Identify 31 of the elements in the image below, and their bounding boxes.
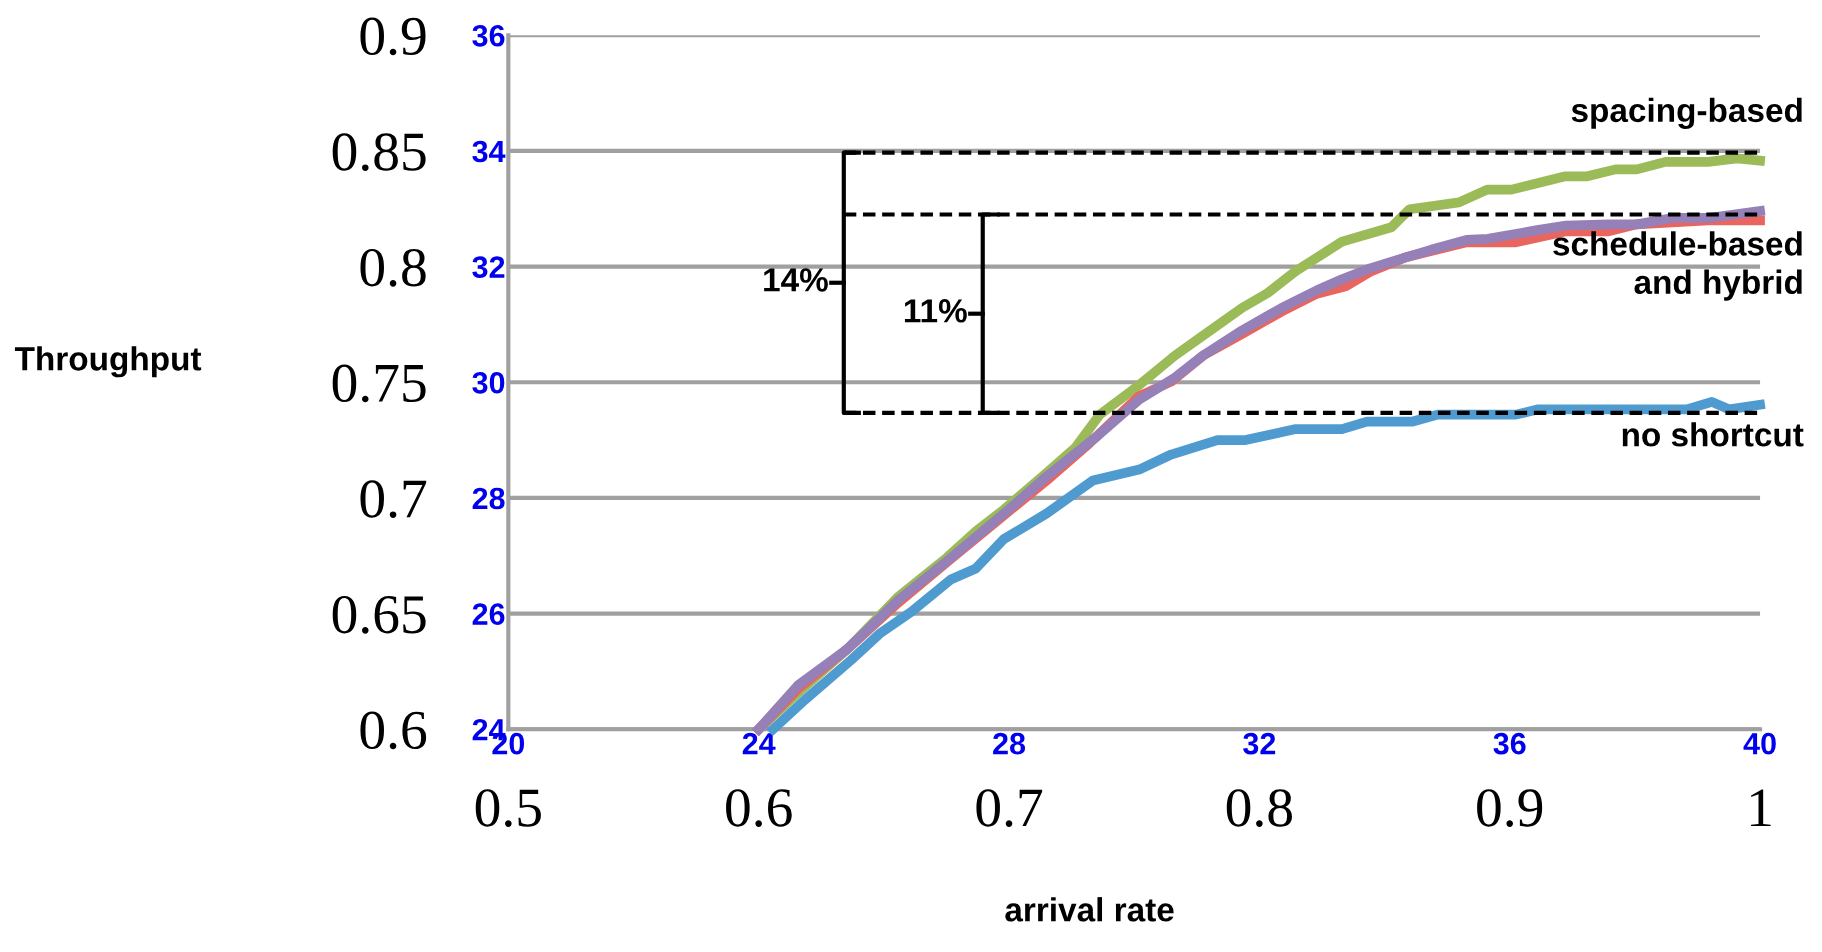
x2-axis-title: arrival rate: [1005, 897, 1174, 922]
y2-axis-title: Throughput: [14, 346, 202, 378]
x2-tick-label: 0.9: [1477, 789, 1543, 827]
y-tick-label: 32: [472, 256, 505, 278]
y-tick-label: 26: [472, 603, 505, 625]
series-label: spacing-based: [1571, 97, 1802, 129]
annotation: 11%: [904, 299, 967, 323]
y-tick-label: 28: [472, 487, 505, 510]
y-tick-label: 30: [472, 371, 505, 394]
y-tick-label: 34: [472, 140, 506, 163]
y2-tick-label: 0.6: [360, 711, 427, 750]
x2-tick-label: 0.5: [475, 789, 541, 827]
y2-tick-label: 0.85: [332, 133, 426, 171]
series-label: no shortcut: [1622, 422, 1804, 447]
annotation: 14%: [764, 268, 828, 292]
y-tick-label: 36: [472, 24, 505, 47]
y2-tick-label: 0.65: [332, 595, 426, 634]
x-tick-label: 40: [1743, 732, 1776, 755]
series-label: schedule-based and hybrid: [1553, 231, 1802, 301]
x2-tick-label: 0.7: [976, 789, 1043, 827]
x2-tick-label: 1: [1751, 789, 1771, 827]
y2-tick-label: 0.75: [332, 364, 426, 403]
x-tick-label: 32: [1243, 732, 1276, 755]
y2-tick-label: 0.9: [360, 17, 426, 56]
x-tick-label: 36: [1493, 732, 1526, 755]
x2-tick-label: 0.8: [1226, 789, 1292, 827]
x-tick-label: 24: [742, 732, 776, 755]
y2-tick-label: 0.8: [360, 248, 426, 287]
y2-tick-label: 0.7: [360, 480, 427, 518]
x-tick-label: 28: [993, 732, 1026, 755]
x2-tick-label: 0.6: [726, 789, 792, 827]
